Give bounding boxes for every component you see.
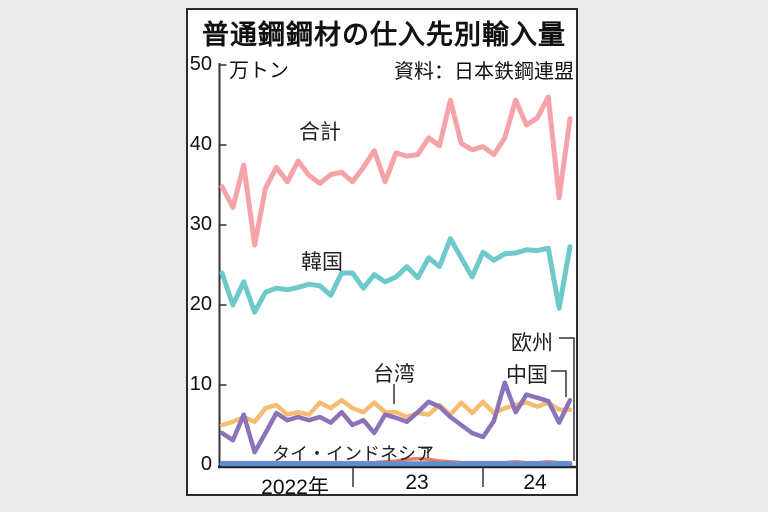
- series-label-thai-indonesia: タイ・インドネシア: [272, 444, 434, 464]
- y-axis-unit-label: 万トン: [229, 60, 289, 82]
- x-axis-label-2023: 23: [405, 471, 429, 494]
- europe-callout-line: [559, 337, 575, 461]
- series-label-total: 合計: [299, 121, 341, 144]
- series-line-3: [219, 380, 573, 455]
- chart-title: 普通鋼鋼材の仕入先別輸入量: [202, 20, 566, 50]
- y-axis-ticks: [220, 64, 227, 466]
- series-label-europe: 欧州: [511, 332, 553, 355]
- y-axis-tick-label: 40: [189, 133, 212, 155]
- series-lines: [219, 94, 573, 467]
- series-line-1: [219, 236, 573, 315]
- series-label-taiwan: 台湾: [373, 363, 415, 386]
- y-axis-tick-label: 20: [189, 293, 212, 315]
- thai-indonesia-callout-line: [421, 447, 429, 458]
- series-label-korea: 韓国: [301, 251, 343, 274]
- y-axis-tick-label: 0: [200, 453, 212, 475]
- series-label-china: 中国: [506, 364, 548, 387]
- y-axis-tick-label: 10: [189, 373, 212, 395]
- x-axis-label-2024: 24: [523, 471, 547, 494]
- x-axis-label-2022: 2022年: [261, 476, 329, 499]
- y-axis-tick-label: 50: [189, 53, 212, 75]
- y-axis-tick-label: 30: [189, 213, 212, 235]
- china-callout-line: [551, 370, 567, 397]
- series-line-0: [219, 94, 573, 248]
- source-label: 資料：日本鉄鋼連盟: [394, 61, 574, 83]
